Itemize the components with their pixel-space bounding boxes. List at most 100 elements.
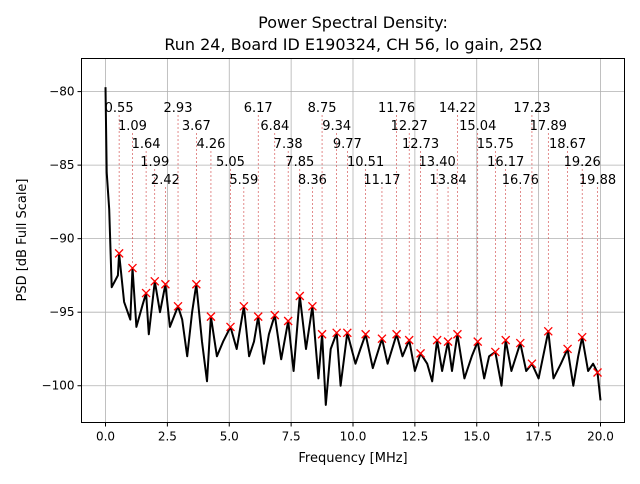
x-marker-icon	[527, 359, 537, 369]
peak-label: 3.67	[182, 119, 211, 134]
peak-marker: 12.73	[402, 137, 439, 358]
peak-marker: 1.64	[132, 137, 161, 298]
peak-label: 1.64	[132, 137, 161, 152]
peak-marker: 7.85	[285, 155, 314, 301]
peak-label: 16.76	[502, 173, 539, 188]
peak-label: 18.67	[549, 137, 586, 152]
x-marker-icon	[473, 337, 483, 347]
peak-label: 7.85	[285, 155, 314, 170]
peak-marker: 2.93	[164, 101, 193, 311]
peak-label: 12.27	[391, 119, 428, 134]
x-marker-icon	[342, 328, 352, 338]
peak-marker: 17.23	[513, 101, 551, 369]
x-marker-icon	[361, 329, 371, 339]
y-tick-label: −80	[49, 85, 74, 99]
peak-marker: 16.76	[502, 173, 539, 348]
peak-marker: 4.26	[196, 137, 225, 322]
x-marker-icon	[404, 335, 414, 345]
peak-label: 16.17	[487, 155, 524, 170]
x-marker-icon	[563, 344, 573, 354]
peak-marker: 15.75	[477, 137, 514, 357]
peak-marker: 2.42	[151, 173, 180, 289]
peak-label: 5.59	[229, 173, 258, 188]
x-marker-icon	[173, 301, 183, 311]
x-marker-icon	[593, 368, 602, 377]
peak-marker: 11.17	[363, 173, 401, 344]
chart-subtitle: Run 24, Board ID E190324, CH 56, lo gain…	[164, 35, 541, 54]
peak-label: 17.89	[530, 119, 567, 134]
x-marker-icon	[432, 335, 442, 345]
x-marker-icon	[114, 248, 124, 258]
peak-marker: 14.22	[439, 101, 476, 339]
x-marker-icon	[270, 310, 280, 320]
x-marker-icon	[160, 279, 170, 289]
x-marker-icon	[452, 329, 462, 339]
peak-marker: 6.17	[244, 101, 273, 322]
y-axis-label: PSD [dB Full Scale]	[15, 178, 30, 301]
peak-marker: 11.76	[378, 101, 415, 339]
peak-label: 2.42	[151, 173, 180, 188]
peak-marker: 9.77	[333, 137, 362, 338]
peak-label: 12.73	[402, 137, 439, 152]
peak-markers: 0.55 1.09 1.64 1.99 2.42 2.93 3.67 4.26 5.05 5.59…	[105, 101, 616, 377]
x-marker-icon	[577, 332, 587, 342]
peak-marker: 19.88	[579, 173, 616, 377]
peak-label: 19.26	[564, 155, 601, 170]
x-marker-icon	[150, 276, 160, 286]
x-axis-label: Frequency [MHz]	[298, 451, 407, 466]
x-marker-icon	[206, 312, 216, 322]
peak-marker: 8.75	[308, 101, 337, 339]
peak-marker: 8.36	[298, 173, 327, 311]
x-marker-icon	[295, 291, 305, 301]
peak-marker: 18.67	[549, 137, 586, 354]
x-tick-label: 0.0	[96, 430, 115, 444]
peak-label: 10.51	[347, 155, 384, 170]
peak-marker: 3.67	[182, 119, 211, 289]
y-tick-label: −85	[49, 158, 74, 172]
peak-marker: 1.99	[140, 155, 169, 286]
x-tick-label: 17.5	[525, 430, 552, 444]
x-tick-label: 5.0	[220, 430, 239, 444]
peak-label: 4.26	[196, 137, 225, 152]
x-marker-icon	[416, 348, 426, 358]
ticks: 0.0 2.5 5.0 7.5 10.0 12.5 15.0 17.5 20.0 −80 −85 −9…	[42, 85, 614, 444]
x-marker-icon	[226, 322, 235, 332]
peak-label: 14.22	[439, 101, 476, 116]
x-marker-icon	[392, 329, 402, 339]
peak-marker: 6.84	[260, 119, 289, 320]
peak-marker: 10.51	[347, 155, 384, 339]
chart-title: Power Spectral Density:	[258, 13, 448, 32]
peak-label: 2.93	[164, 101, 193, 116]
peak-label: 0.55	[105, 101, 134, 116]
grid	[81, 58, 625, 423]
x-tick-label: 2.5	[158, 430, 177, 444]
peak-label: 13.84	[429, 173, 466, 188]
peak-label: 19.88	[579, 173, 616, 188]
y-tick-label: −100	[42, 379, 75, 393]
peak-label: 11.17	[363, 173, 400, 188]
peak-label: 15.04	[459, 119, 496, 134]
peak-marker: 7.38	[274, 137, 303, 326]
y-tick-label: −95	[49, 305, 74, 319]
x-marker-icon	[128, 263, 137, 273]
peak-marker: 5.59	[229, 173, 258, 311]
x-marker-icon	[443, 337, 453, 347]
peak-label: 8.36	[298, 173, 327, 188]
x-tick-label: 10.0	[340, 430, 367, 444]
peak-marker: 12.27	[391, 119, 428, 345]
peak-marker: 15.04	[459, 119, 496, 347]
x-marker-icon	[239, 301, 249, 311]
x-marker-icon	[141, 288, 151, 298]
x-marker-icon	[490, 347, 500, 357]
peak-marker: 1.09	[118, 119, 147, 273]
peak-label: 17.23	[513, 101, 550, 116]
x-tick-label: 15.0	[463, 430, 490, 444]
peak-label: 15.75	[477, 137, 514, 152]
x-marker-icon	[307, 301, 317, 311]
peak-marker: 17.89	[530, 119, 567, 336]
peak-label: 5.05	[216, 155, 245, 170]
peak-marker: 0.55	[105, 101, 134, 258]
x-tick-label: 12.5	[402, 430, 429, 444]
x-marker-icon	[501, 335, 511, 345]
